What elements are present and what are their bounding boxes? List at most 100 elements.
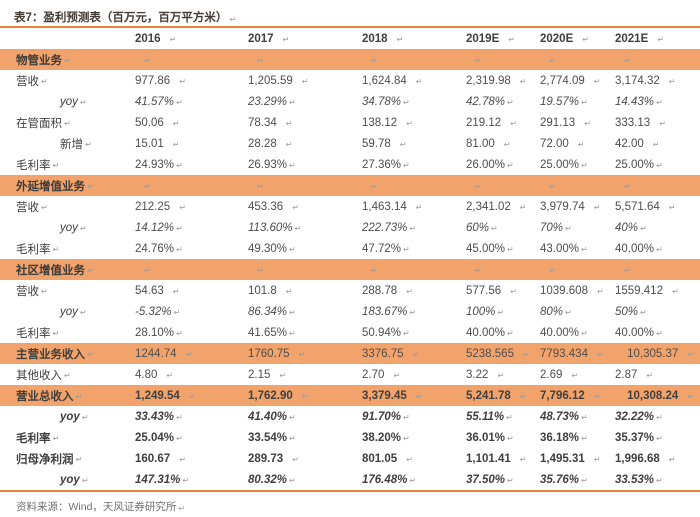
cell-value: 212.25 <box>135 200 171 213</box>
paragraph-mark-icon: ↵ <box>172 139 180 149</box>
table-row: 毛利率 ↵ 28.10% ↵ 41.65% ↵ 50.94% ↵ 40.00% ↵ 40.00% ↵ 4… <box>0 322 700 343</box>
table-row: 营业总收入 ↵ 1,249.54 ↵ 1,762.90 ↵ 3,379.45 ↵ 5,241.7… <box>0 385 700 406</box>
cell-value: 1244.74 <box>135 347 177 360</box>
paragraph-mark-icon: ↵ <box>85 139 92 149</box>
cell-value: 32.22% <box>615 410 655 423</box>
row-label-text: 毛利率 <box>16 327 51 340</box>
paragraph-mark-icon: ↵ <box>581 475 588 485</box>
cell-value: 25.00% <box>540 158 580 171</box>
table-cell: 291.13 ↵ <box>540 117 615 129</box>
cell-value: 26.00% <box>466 158 506 171</box>
paragraph-mark-icon: ↵ <box>64 370 71 380</box>
paragraph-mark-icon: ↵ <box>179 202 186 212</box>
table-cell: 801.05 ↵ <box>362 453 466 465</box>
paragraph-mark-icon: ↵ <box>289 244 296 254</box>
table-cell: 219.12 ↵ <box>466 117 540 129</box>
paragraph-mark-icon: ↵ <box>64 55 71 65</box>
cell-value: 2,319.98 <box>466 74 511 87</box>
table-row: yoy ↵ 147.31% ↵ 80.32% ↵ 176.48% ↵ 37.50% ↵ 35.76%… <box>0 469 700 490</box>
paragraph-mark-icon: ↵ <box>652 139 660 149</box>
table-cell: 60% ↵ <box>466 222 540 234</box>
paragraph-mark-icon: ↵ <box>52 433 60 443</box>
paragraph-mark-icon: ↵ <box>565 307 572 317</box>
cell-value: 10,305.37 <box>627 347 679 360</box>
table-cell: 70% ↵ <box>540 222 615 234</box>
paragraph-mark-icon: ↵ <box>409 307 417 317</box>
table-cell: 2.87 ↵ <box>615 369 700 381</box>
paragraph-mark-icon: ↵ <box>176 97 183 107</box>
paragraph-mark-icon: ↵ <box>656 160 663 170</box>
cell-value: 2020E <box>540 32 574 45</box>
paragraph-mark-icon: ↵ <box>185 349 193 359</box>
paragraph-mark-icon: ↵ <box>289 433 296 443</box>
paragraph-mark-icon: ↵ <box>582 34 589 44</box>
paragraph-mark-icon: ↵ <box>282 34 290 44</box>
paragraph-mark-icon: ↵ <box>289 160 296 170</box>
paragraph-mark-icon: ↵ <box>406 118 413 128</box>
table-cell: 35.37% ↵ <box>615 432 700 444</box>
cell-value: 101.8 <box>248 284 277 297</box>
table-cell: 15.01 ↵ <box>135 138 248 150</box>
row-label-text: 毛利率 <box>16 432 51 445</box>
cell-value: 33.54% <box>248 431 288 444</box>
paragraph-mark-icon: ↵ <box>279 370 287 380</box>
paragraph-mark-icon: ↵ <box>371 181 378 191</box>
table-cell: 33.53% ↵ <box>615 474 700 486</box>
paragraph-mark-icon: ↵ <box>415 202 423 212</box>
row-label-text: 外延增值业务 <box>16 180 85 193</box>
paragraph-mark-icon: ↵ <box>581 97 588 107</box>
cell-value: 2016 <box>135 32 161 45</box>
table-cell: 59.78 ↵ <box>362 138 466 150</box>
table-cell: 101.8 ↵ <box>248 285 362 297</box>
cell-value: 4.80 <box>135 368 158 381</box>
table-cell: 40.00% ↵ <box>466 327 540 339</box>
paragraph-mark-icon: ↵ <box>289 328 296 338</box>
row-label: 营业总收入 ↵ <box>0 388 135 404</box>
paragraph-mark-icon: ↵ <box>507 244 514 254</box>
paragraph-mark-icon: ↵ <box>179 454 186 464</box>
paragraph-mark-icon: ↵ <box>81 475 89 485</box>
table-cell: ↵ <box>540 56 615 64</box>
table-cell: 2016 ↵ <box>135 33 248 45</box>
paragraph-mark-icon: ↵ <box>584 118 591 128</box>
table-row: yoy ↵ -5.32% ↵ 86.34% ↵ 183.67% ↵ 100% ↵ 80% ↵ 50% ↵ <box>0 301 700 322</box>
paragraph-mark-icon: ↵ <box>519 454 527 464</box>
table-row: 毛利率 ↵ 24.76% ↵ 49.30% ↵ 47.72% ↵ 45.00% ↵ 43.00% ↵ 4… <box>0 238 700 259</box>
row-label-text: 毛利率 <box>16 243 51 256</box>
table-row: 新增 ↵ 15.01 ↵ 28.28 ↵ 59.78 ↵ 81.00 ↵ 72.00 ↵ 42.00 ↵ <box>0 133 700 154</box>
paragraph-mark-icon: ↵ <box>79 223 87 233</box>
row-label: 毛利率 ↵ <box>0 430 135 446</box>
cell-value: 40.00% <box>540 326 580 339</box>
paragraph-mark-icon: ↵ <box>182 475 190 485</box>
paragraph-mark-icon: ↵ <box>507 328 514 338</box>
table-row: 营收 ↵ 54.63 ↵ 101.8 ↵ 288.78 ↵ 577.56 ↵ 1039.608 ↵ 15… <box>0 280 700 301</box>
source-note: 资料来源：Wind，天风证券研究所 ↵ <box>0 492 700 514</box>
table-cell: 3,379.45 ↵ <box>362 390 466 402</box>
row-label: 外延增值业务 ↵ <box>0 178 135 194</box>
paragraph-mark-icon: ↵ <box>285 139 293 149</box>
table-cell: 25.00% ↵ <box>615 159 700 171</box>
table-cell: ↵ <box>615 56 700 64</box>
paragraph-mark-icon: ↵ <box>415 391 423 401</box>
paragraph-mark-icon: ↵ <box>399 139 407 149</box>
row-label-text: 归母净利润 <box>16 453 74 466</box>
table-cell: 41.57% ↵ <box>135 96 248 108</box>
table-cell: 2,341.02 ↵ <box>466 201 540 213</box>
table-cell: 26.93% ↵ <box>248 159 362 171</box>
table-cell: 1559.412 ↵ <box>615 285 700 297</box>
cell-value: 48.73% <box>540 410 580 423</box>
cell-value: 801.05 <box>362 452 398 465</box>
paragraph-mark-icon: ↵ <box>549 55 556 65</box>
paragraph-mark-icon: ↵ <box>166 370 174 380</box>
table-cell: 5,571.64 ↵ <box>615 201 700 213</box>
table-cell: 10,308.24 ↵ <box>615 390 700 402</box>
cell-value: 15.01 <box>135 137 164 150</box>
cell-value: 23.29% <box>248 95 288 108</box>
cell-value: 42.78% <box>466 95 506 108</box>
cell-value: 41.40% <box>248 410 288 423</box>
table-cell: 47.72% ↵ <box>362 243 466 255</box>
paragraph-mark-icon: ↵ <box>79 97 87 107</box>
paragraph-mark-icon: ↵ <box>668 76 676 86</box>
cell-value: 41.65% <box>248 326 288 339</box>
